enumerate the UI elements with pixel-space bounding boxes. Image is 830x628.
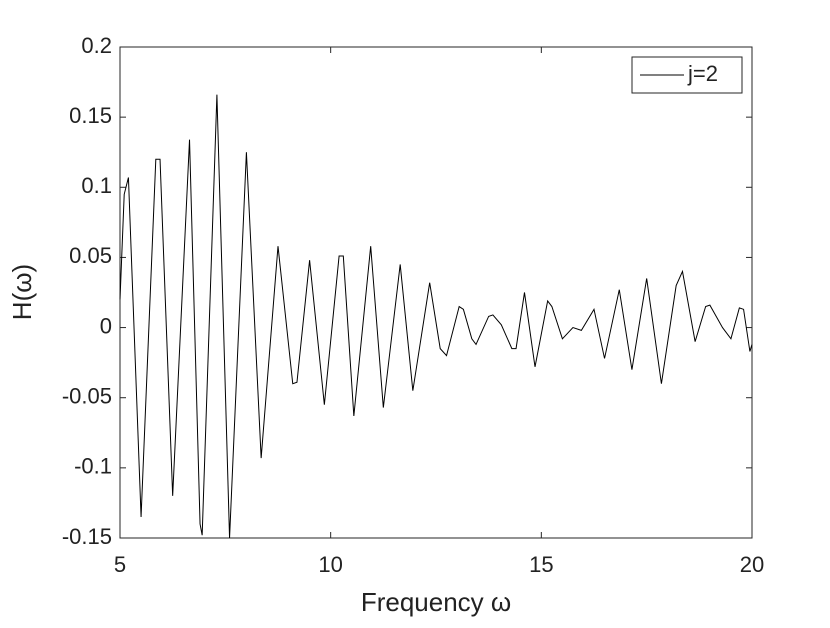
x-tick-label: 15 [529,552,553,577]
y-tick-label: 0.2 [81,33,112,58]
data-line [119,94,753,539]
y-tick-label: 0.15 [69,103,112,128]
y-tick-label: -0.15 [62,524,112,549]
x-axis-label: Frequency ω [361,587,511,617]
y-tick-label: 0 [100,313,112,338]
y-tick-label: -0.1 [74,454,112,479]
y-tick-label: 0.1 [81,173,112,198]
y-axis-label: H(ω) [7,264,37,320]
x-tick-label: 5 [114,552,126,577]
y-tick-label: -0.05 [62,384,112,409]
x-tick-label: 20 [740,552,764,577]
x-tick-label: 10 [318,552,342,577]
y-tick-label: 0.05 [69,243,112,268]
legend-label: j=2 [687,61,718,86]
